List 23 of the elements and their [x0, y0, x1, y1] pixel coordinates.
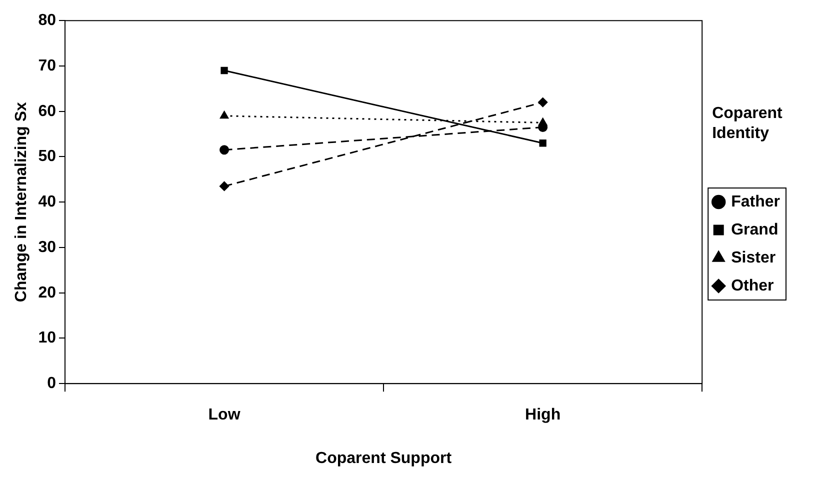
point — [539, 140, 546, 147]
legend-label: Father — [731, 193, 780, 210]
y-tick-label: 10 — [38, 330, 56, 347]
legend-label: Other — [731, 277, 774, 294]
y-tick-label: 50 — [38, 148, 56, 166]
y-tick-label: 0 — [47, 375, 56, 392]
point — [538, 98, 548, 108]
y-tick-label: 60 — [38, 102, 56, 120]
y-axis-title: Change in Internalizing Sx — [13, 102, 30, 302]
point — [220, 181, 230, 191]
y-tick-label: 80 — [38, 12, 56, 30]
point — [220, 66, 228, 74]
x-tick-label: Low — [208, 406, 241, 424]
legend-title: Coparent Identity — [712, 105, 783, 142]
legend-label: Sister — [731, 249, 776, 266]
point — [220, 145, 230, 155]
y-tick-label: 40 — [38, 194, 56, 211]
y-tick-label: 30 — [38, 238, 56, 256]
legend-label: Grand — [731, 221, 778, 238]
y-tick-label: 20 — [38, 284, 56, 302]
x-axis-title: Coparent Support — [316, 450, 452, 467]
x-tick-label: High — [525, 406, 561, 424]
y-tick-label: 70 — [38, 57, 56, 74]
